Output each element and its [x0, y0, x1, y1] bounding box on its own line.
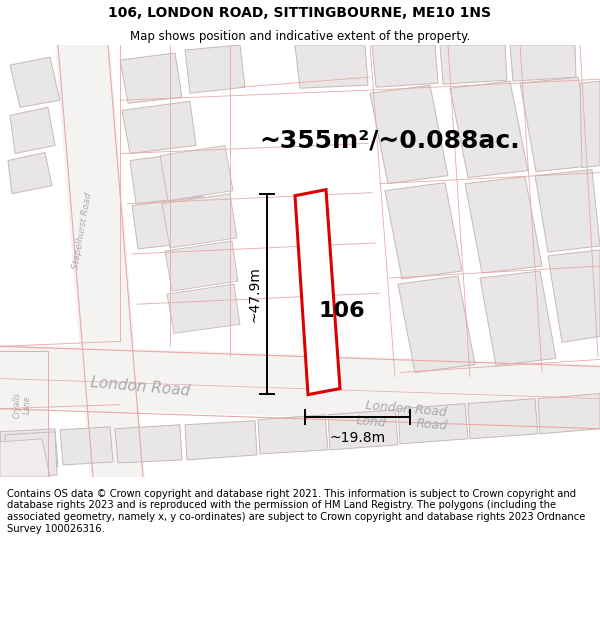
Polygon shape	[535, 169, 600, 252]
Polygon shape	[398, 404, 468, 444]
Text: ~19.8m: ~19.8m	[329, 431, 386, 445]
Text: 106, LONDON ROAD, SITTINGBOURNE, ME10 1NS: 106, LONDON ROAD, SITTINGBOURNE, ME10 1N…	[109, 6, 491, 19]
Polygon shape	[372, 45, 438, 88]
Polygon shape	[328, 410, 398, 450]
Polygon shape	[0, 344, 600, 427]
Text: Contains OS data © Crown copyright and database right 2021. This information is : Contains OS data © Crown copyright and d…	[7, 489, 586, 534]
Polygon shape	[520, 77, 594, 172]
Polygon shape	[468, 399, 538, 439]
Polygon shape	[115, 425, 182, 463]
Polygon shape	[160, 146, 233, 201]
Polygon shape	[132, 197, 208, 249]
Polygon shape	[60, 427, 113, 465]
Polygon shape	[162, 194, 237, 248]
Polygon shape	[385, 182, 462, 279]
Text: Lond: Lond	[355, 414, 386, 429]
Polygon shape	[258, 415, 328, 454]
Polygon shape	[465, 177, 542, 273]
Polygon shape	[398, 276, 475, 372]
Polygon shape	[167, 284, 240, 333]
Polygon shape	[185, 45, 245, 93]
Polygon shape	[480, 271, 556, 366]
Polygon shape	[130, 151, 204, 204]
Polygon shape	[0, 429, 58, 470]
Polygon shape	[450, 81, 528, 178]
Polygon shape	[10, 107, 55, 154]
Text: Cryalls
Lane: Cryalls Lane	[12, 392, 32, 418]
Text: Map shows position and indicative extent of the property.: Map shows position and indicative extent…	[130, 31, 470, 43]
Polygon shape	[122, 101, 196, 154]
Polygon shape	[10, 57, 60, 108]
Polygon shape	[370, 85, 448, 184]
Text: ~47.9m: ~47.9m	[248, 266, 262, 322]
Polygon shape	[295, 189, 340, 394]
Polygon shape	[5, 432, 57, 477]
Polygon shape	[55, 45, 145, 477]
Polygon shape	[440, 45, 507, 84]
Polygon shape	[120, 53, 182, 103]
Polygon shape	[548, 250, 600, 342]
Polygon shape	[510, 45, 576, 81]
Text: London Road: London Road	[90, 375, 191, 398]
Polygon shape	[538, 394, 600, 434]
Text: ~355m²/~0.088ac.: ~355m²/~0.088ac.	[260, 129, 520, 152]
Polygon shape	[185, 421, 257, 460]
Text: London Road: London Road	[365, 399, 448, 419]
Text: Stapelhurst Road: Stapelhurst Road	[71, 192, 93, 270]
Polygon shape	[165, 241, 238, 291]
Polygon shape	[8, 152, 52, 194]
Polygon shape	[0, 346, 48, 477]
Text: 106: 106	[319, 301, 365, 321]
Polygon shape	[0, 439, 50, 477]
Text: Road: Road	[415, 417, 448, 432]
Polygon shape	[580, 81, 600, 168]
Polygon shape	[295, 45, 368, 88]
